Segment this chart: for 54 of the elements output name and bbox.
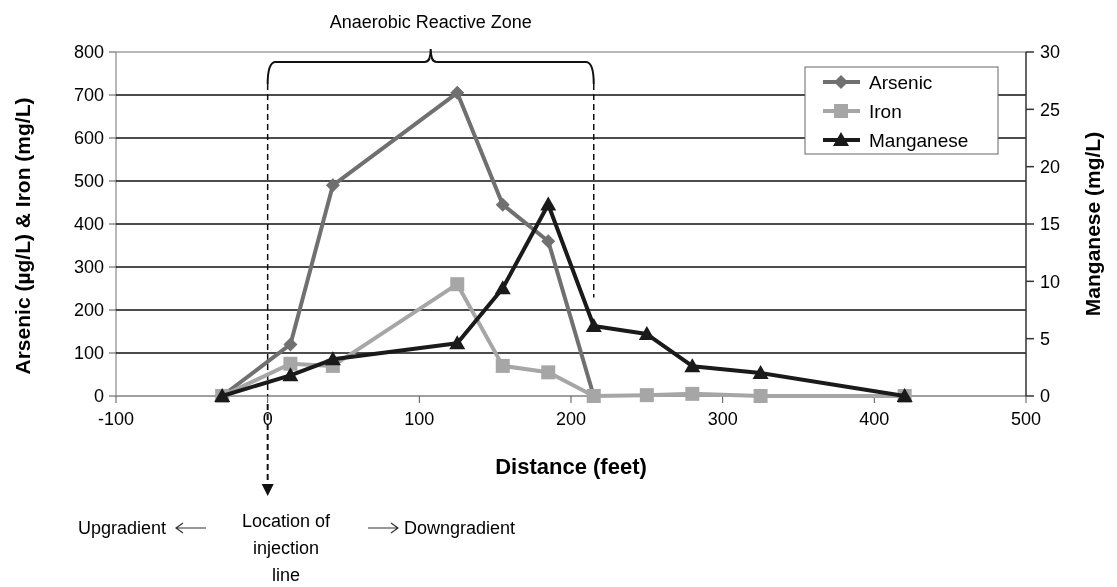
y-axis-title: Arsenic (µg/L) & Iron (mg/L) <box>11 97 34 375</box>
point <box>283 356 298 371</box>
y2-tick-label: 20 <box>1040 156 1061 177</box>
legend-label: Arsenic <box>869 71 933 93</box>
point <box>541 365 556 380</box>
y2-tick-label: 25 <box>1040 99 1061 120</box>
x-tick-label: 300 <box>707 409 738 429</box>
point <box>325 178 340 193</box>
point <box>638 326 655 341</box>
x-tick-label: 500 <box>1010 409 1042 429</box>
y-tick-label: 0 <box>93 386 104 407</box>
x-tick-label: 0 <box>262 409 273 429</box>
point <box>324 351 341 366</box>
text: Anaerobic Reactive Zone <box>329 12 532 32</box>
point <box>494 280 511 295</box>
point <box>283 337 298 352</box>
point <box>541 234 556 249</box>
y-tick-label: 800 <box>73 42 104 63</box>
y-tick-label: 700 <box>73 85 104 106</box>
point <box>495 358 510 373</box>
x-tick-label: -100 <box>97 409 135 429</box>
y-tick-label: 500 <box>73 171 104 192</box>
point <box>684 358 701 373</box>
x-tick-label: 100 <box>404 409 435 429</box>
legend-label: Manganese <box>869 129 969 151</box>
point <box>495 197 510 212</box>
point <box>752 365 769 380</box>
x-axis-title: Distance (feet) <box>495 454 647 479</box>
y2-tick-label: 10 <box>1040 271 1061 292</box>
y-tick-label: 100 <box>73 343 104 364</box>
point <box>450 85 465 100</box>
text: Downgradient <box>404 518 516 539</box>
point <box>585 318 602 333</box>
x-tick-label: 400 <box>859 409 890 429</box>
point <box>449 335 466 350</box>
point <box>282 367 299 382</box>
point <box>753 389 768 403</box>
point <box>540 196 557 211</box>
text: Upgradient <box>77 518 166 539</box>
y-tick-label: 600 <box>73 128 104 149</box>
y2-axis-title: Manganese (mg/L) <box>1081 131 1104 317</box>
x-tick-label: 200 <box>555 409 587 429</box>
y2-tick-label: 5 <box>1040 328 1051 349</box>
y2-tick-label: 0 <box>1040 386 1051 407</box>
legend-label: Iron <box>869 100 902 122</box>
y-tick-label: 200 <box>73 300 104 321</box>
y-tick-label: 300 <box>73 257 104 278</box>
point <box>685 386 700 401</box>
y2-tick-label: 15 <box>1040 214 1061 235</box>
y2-tick-label: 30 <box>1040 42 1061 63</box>
y-tick-label: 400 <box>73 214 104 235</box>
point <box>450 277 465 292</box>
point <box>639 388 654 403</box>
text: Location of injection line <box>241 511 332 586</box>
